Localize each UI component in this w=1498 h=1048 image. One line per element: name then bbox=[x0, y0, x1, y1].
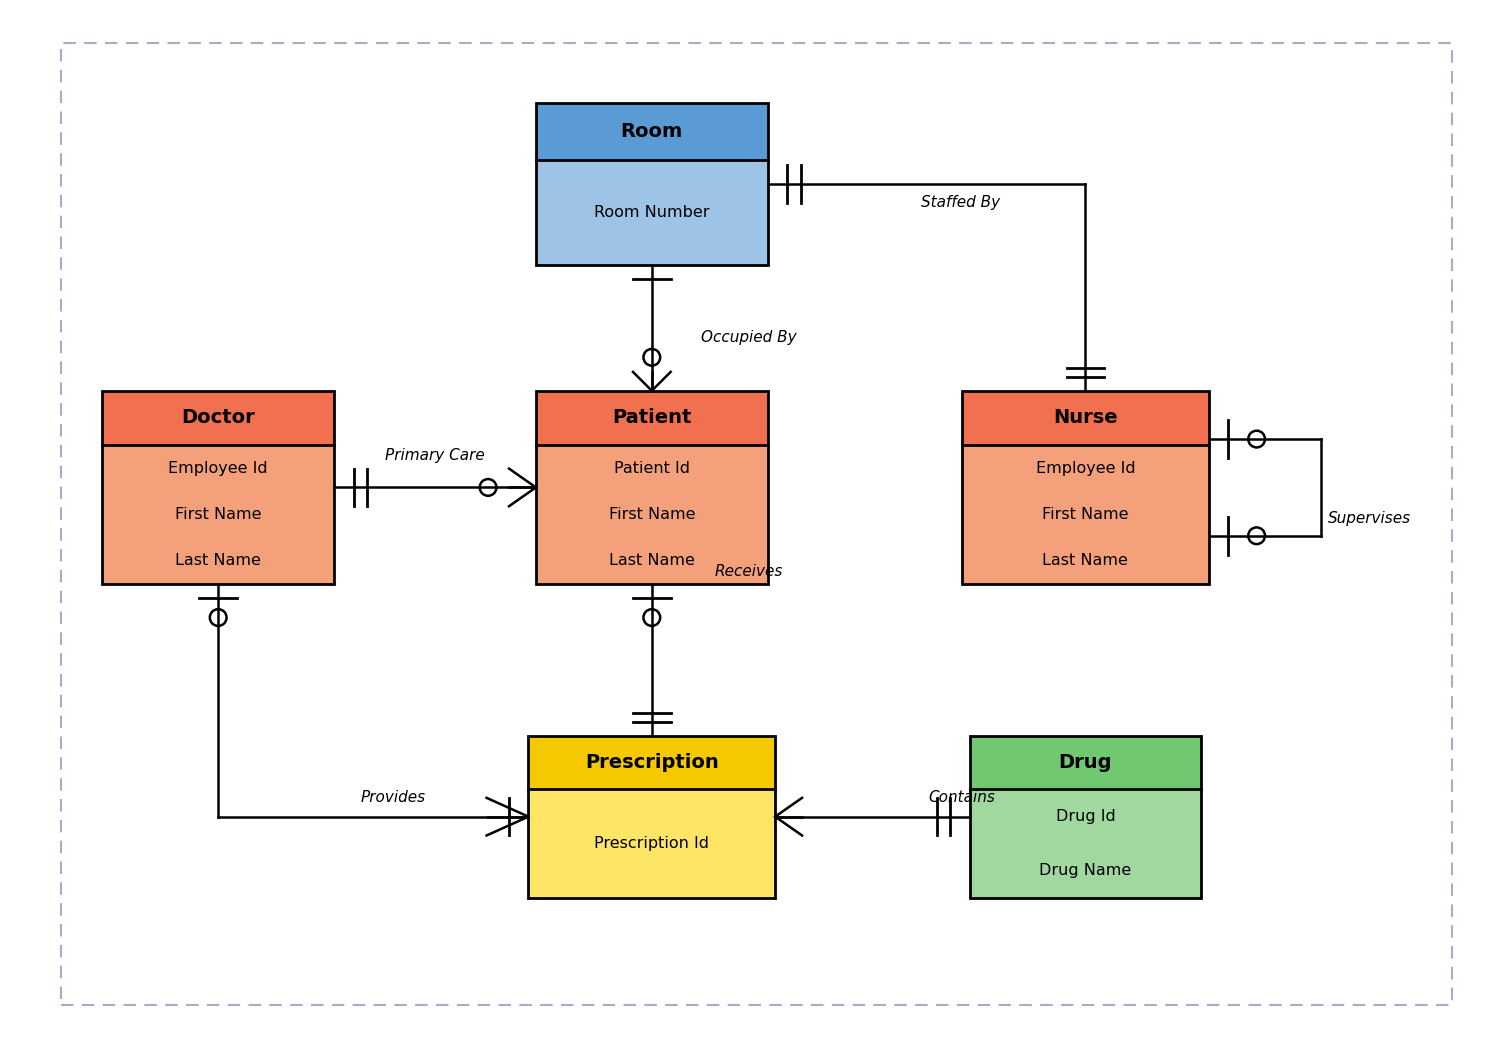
FancyBboxPatch shape bbox=[529, 736, 774, 789]
Text: Primary Care: Primary Care bbox=[385, 449, 485, 463]
Text: Staffed By: Staffed By bbox=[921, 195, 1001, 210]
FancyBboxPatch shape bbox=[536, 160, 767, 265]
FancyBboxPatch shape bbox=[536, 391, 767, 445]
Text: Drug: Drug bbox=[1059, 752, 1112, 772]
FancyBboxPatch shape bbox=[962, 391, 1209, 445]
FancyBboxPatch shape bbox=[536, 104, 767, 160]
FancyBboxPatch shape bbox=[962, 445, 1209, 584]
Text: First Name: First Name bbox=[608, 507, 695, 522]
Text: Supervises: Supervises bbox=[1329, 511, 1411, 526]
Text: Last Name: Last Name bbox=[175, 553, 261, 568]
Text: Employee Id: Employee Id bbox=[168, 460, 268, 476]
Text: Room Number: Room Number bbox=[595, 205, 710, 220]
FancyBboxPatch shape bbox=[102, 391, 334, 445]
Text: Nurse: Nurse bbox=[1053, 409, 1118, 428]
Text: Contains: Contains bbox=[929, 790, 995, 805]
Text: Prescription Id: Prescription Id bbox=[595, 836, 710, 851]
Text: Employee Id: Employee Id bbox=[1035, 460, 1135, 476]
Text: Receives: Receives bbox=[715, 564, 783, 578]
Text: First Name: First Name bbox=[1043, 507, 1128, 522]
FancyBboxPatch shape bbox=[969, 789, 1201, 898]
FancyBboxPatch shape bbox=[969, 736, 1201, 789]
Text: Occupied By: Occupied By bbox=[701, 330, 797, 346]
Text: Doctor: Doctor bbox=[181, 409, 255, 428]
Text: Last Name: Last Name bbox=[608, 553, 695, 568]
Text: Drug Id: Drug Id bbox=[1056, 809, 1116, 824]
Text: Patient Id: Patient Id bbox=[614, 460, 689, 476]
Text: Last Name: Last Name bbox=[1043, 553, 1128, 568]
FancyBboxPatch shape bbox=[529, 789, 774, 898]
FancyBboxPatch shape bbox=[102, 445, 334, 584]
Text: Prescription: Prescription bbox=[584, 752, 719, 772]
Text: Drug Name: Drug Name bbox=[1040, 864, 1131, 878]
Text: Patient: Patient bbox=[613, 409, 692, 428]
Text: Room: Room bbox=[620, 123, 683, 141]
Text: Provides: Provides bbox=[360, 790, 425, 805]
FancyBboxPatch shape bbox=[536, 445, 767, 584]
Text: First Name: First Name bbox=[175, 507, 262, 522]
